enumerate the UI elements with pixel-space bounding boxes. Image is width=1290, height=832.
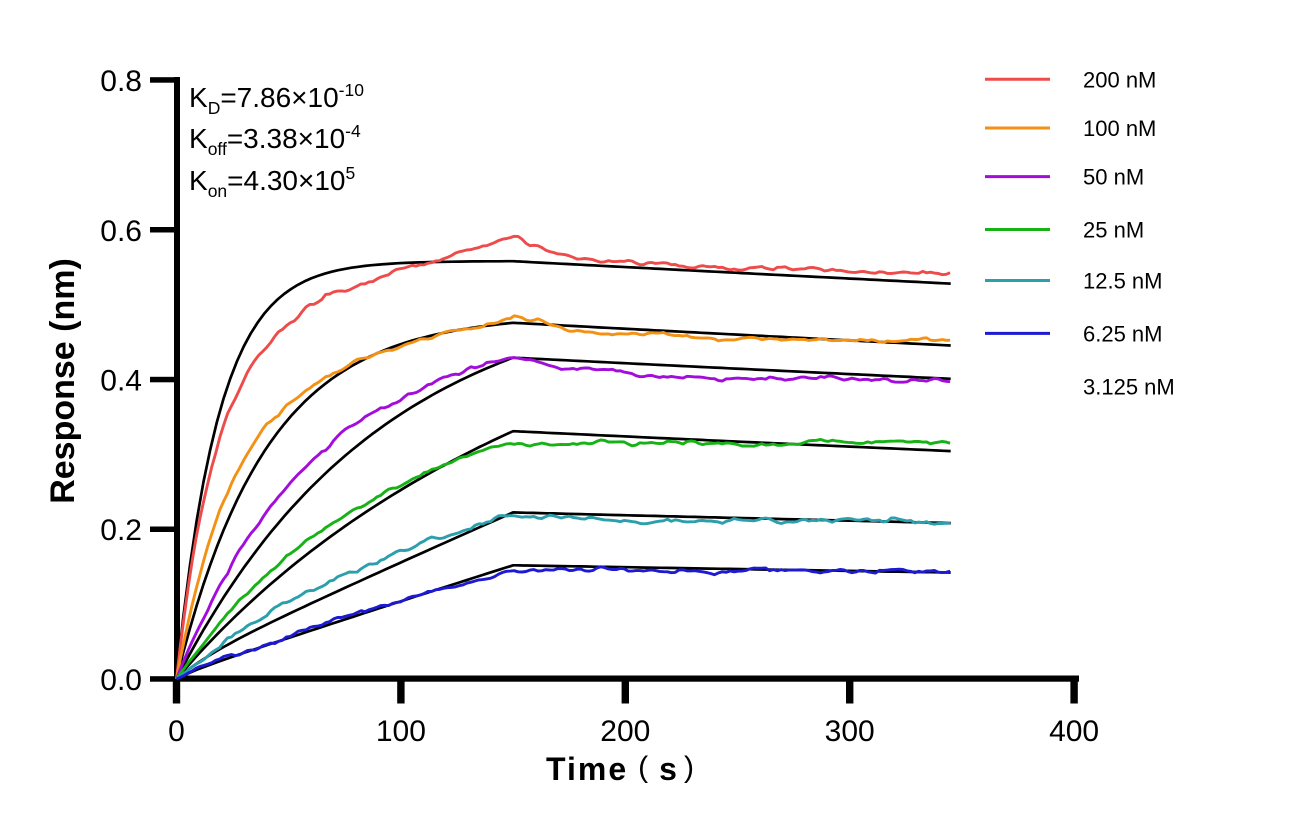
svg-text:0.4: 0.4 (100, 365, 142, 398)
svg-text:0.0: 0.0 (100, 664, 142, 697)
svg-text:300: 300 (825, 715, 875, 748)
svg-text:12.5 nM: 12.5 nM (1083, 269, 1163, 294)
svg-text:100 nM: 100 nM (1083, 116, 1156, 141)
svg-text:400: 400 (1049, 715, 1099, 748)
svg-text:Time(s): Time(s) (546, 751, 696, 787)
svg-text:100: 100 (376, 715, 426, 748)
svg-text:Response (nm): Response (nm) (44, 258, 82, 504)
svg-text:200: 200 (600, 715, 650, 748)
svg-text:0.8: 0.8 (100, 65, 142, 98)
svg-text:0: 0 (168, 715, 185, 748)
svg-text:3.125 nM: 3.125 nM (1083, 375, 1175, 400)
svg-text:6.25 nM: 6.25 nM (1083, 321, 1163, 346)
svg-text:200 nM: 200 nM (1083, 67, 1156, 92)
svg-text:0.2: 0.2 (100, 514, 142, 547)
svg-text:50 nM: 50 nM (1083, 165, 1144, 190)
svg-text:25 nM: 25 nM (1083, 218, 1144, 243)
svg-text:0.6: 0.6 (100, 215, 142, 248)
